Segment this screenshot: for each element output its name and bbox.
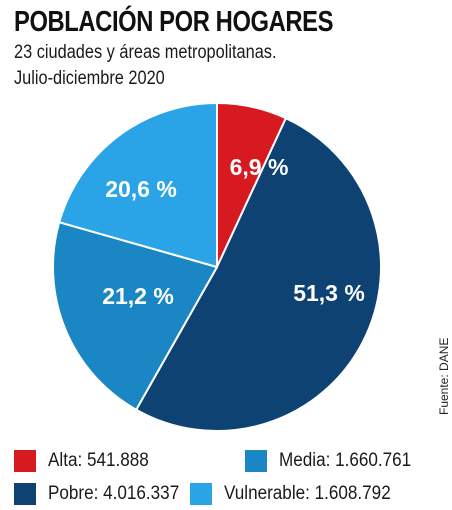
- legend-label-media: Media: 1.660.761: [279, 450, 412, 471]
- pie-label-media: 21,2 %: [102, 283, 174, 309]
- chart-subtitle-line2: Julio-diciembre 2020: [14, 68, 165, 89]
- legend-item-vulnerable: Vulnerable: 1.608.792: [190, 483, 409, 505]
- pie-label-vulnerable: 20,6 %: [105, 176, 177, 202]
- legend-label-pobre: Pobre: 4.016.337: [48, 483, 180, 504]
- legend-item-pobre: Pobre: 4.016.337: [14, 483, 194, 505]
- pie-label-alta: 6,9 %: [230, 154, 289, 180]
- pie-label-pobre: 51,3 %: [293, 280, 365, 306]
- legend-swatch-vulnerable: [190, 483, 212, 505]
- pie-slice-media: [52, 221, 219, 412]
- chart-subtitle-line1: 23 ciudades y áreas metropolitanas.: [14, 42, 277, 63]
- legend-label-vulnerable: Vulnerable: 1.608.792: [224, 483, 391, 504]
- legend-swatch-media: [245, 450, 267, 472]
- legend-label-alta: Alta: 541.888: [48, 450, 149, 471]
- pie-slice-vulnerable: [57, 101, 218, 269]
- legend-swatch-alta: [14, 450, 36, 472]
- pie-slice-pobre: [134, 116, 382, 433]
- source-note: Fuente: DANE: [437, 337, 451, 415]
- legend-item-alta: Alta: 541.888: [14, 450, 160, 472]
- chart-title: POBLACIÓN POR HOGARES: [14, 6, 334, 38]
- legend-swatch-pobre: [14, 483, 36, 505]
- legend-item-media: Media: 1.660.761: [245, 450, 426, 472]
